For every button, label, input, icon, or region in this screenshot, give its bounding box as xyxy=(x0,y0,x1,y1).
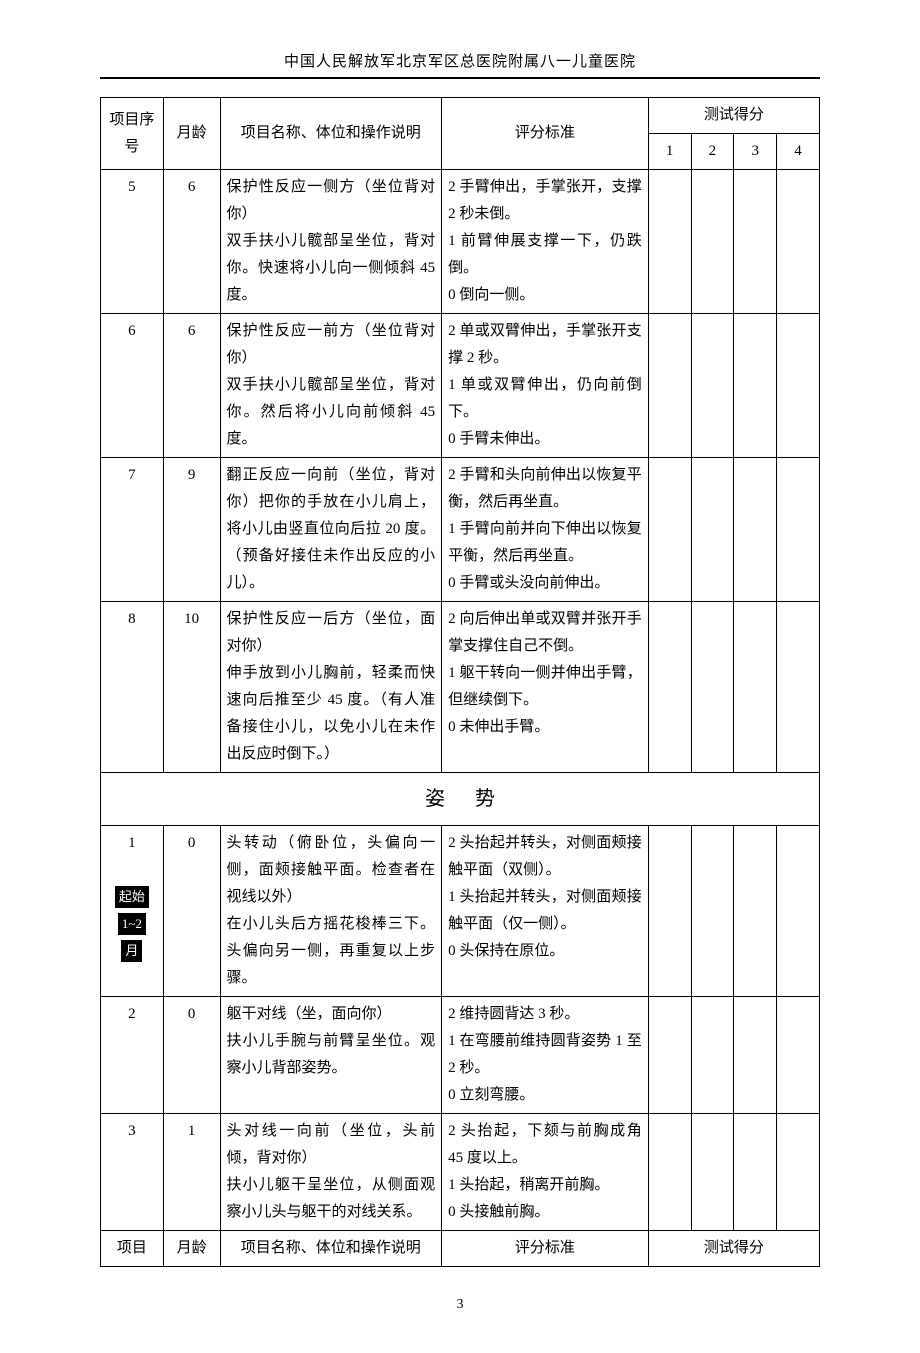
cell-criteria: 2 维持圆背达 3 秒。1 在弯腰前维持圆背姿势 1 至 2 秒。0 立刻弯腰。 xyxy=(442,997,649,1114)
table-header-row: 项目序号 月龄 项目名称、体位和操作说明 评分标准 测试得分 xyxy=(101,98,820,134)
cell-score[interactable] xyxy=(648,1114,691,1231)
cell-score[interactable] xyxy=(691,314,734,458)
cell-name: 头对线一向前（坐位，头前倾，背对你）扶小儿躯干呈坐位，从侧面观察小儿头与躯干的对… xyxy=(220,1114,442,1231)
cell-score[interactable] xyxy=(691,826,734,997)
table-footer-row: 项目 月龄 项目名称、体位和操作说明 评分标准 测试得分 xyxy=(101,1231,820,1267)
cell-score[interactable] xyxy=(777,1114,820,1231)
cell-score[interactable] xyxy=(691,997,734,1114)
cell-score[interactable] xyxy=(734,1114,777,1231)
score-col-4: 4 xyxy=(777,134,820,170)
table-row: 5 6 保护性反应一侧方（坐位背对你）双手扶小儿髋部呈坐位，背对你。快速将小儿向… xyxy=(101,170,820,314)
cell-score[interactable] xyxy=(777,458,820,602)
cell-criteria: 2 手臂和头向前伸出以恢复平衡，然后再坐直。1 手臂向前并向下伸出以恢复平衡，然… xyxy=(442,458,649,602)
cell-name: 保护性反应一后方（坐位，面对你）伸手放到小儿胸前，轻柔而快速向后推至少 45 度… xyxy=(220,602,442,773)
score-col-1: 1 xyxy=(648,134,691,170)
cell-score[interactable] xyxy=(691,458,734,602)
score-col-2: 2 xyxy=(691,134,734,170)
header-name: 项目名称、体位和操作说明 xyxy=(220,98,442,170)
cell-age: 6 xyxy=(163,314,220,458)
cell-no: 2 xyxy=(101,997,164,1114)
cell-score[interactable] xyxy=(648,997,691,1114)
cell-criteria: 2 头抬起，下颏与前胸成角 45 度以上。1 头抬起，稍离开前胸。0 头接触前胸… xyxy=(442,1114,649,1231)
cell-score[interactable] xyxy=(734,826,777,997)
cell-age: 6 xyxy=(163,170,220,314)
table-row: 1 起始 1~2 月 0 头转动（俯卧位，头偏向一侧，面颊接触平面。检查者在视线… xyxy=(101,826,820,997)
cell-no: 3 xyxy=(101,1114,164,1231)
footer-name: 项目名称、体位和操作说明 xyxy=(220,1231,442,1267)
cell-criteria: 2 头抬起并转头，对侧面颊接触平面（双侧）。1 头抬起并转头，对侧面颊接触平面（… xyxy=(442,826,649,997)
cell-name: 保护性反应一前方（坐位背对你）双手扶小儿髋部呈坐位，背对你。然后将小儿向前倾斜 … xyxy=(220,314,442,458)
cell-score[interactable] xyxy=(648,314,691,458)
cell-score[interactable] xyxy=(777,602,820,773)
cell-score[interactable] xyxy=(777,997,820,1114)
cell-age: 0 xyxy=(163,826,220,997)
cell-criteria: 2 向后伸出单或双臂并张开手掌支撑住自己不倒。1 躯干转向一侧并伸出手臂，但继续… xyxy=(442,602,649,773)
header-criteria: 评分标准 xyxy=(442,98,649,170)
cell-score[interactable] xyxy=(777,314,820,458)
row-number: 1 xyxy=(128,835,136,851)
cell-score[interactable] xyxy=(777,170,820,314)
footer-age: 月龄 xyxy=(163,1231,220,1267)
cell-name: 翻正反应一向前（坐位，背对你）把你的手放在小儿肩上，将小儿由竖直位向后拉 20 … xyxy=(220,458,442,602)
page-number: 3 xyxy=(100,1297,820,1313)
cell-score[interactable] xyxy=(648,170,691,314)
cell-age: 0 xyxy=(163,997,220,1114)
cell-age: 1 xyxy=(163,1114,220,1231)
table-row: 2 0 躯干对线（坐，面向你）扶小儿手腕与前臂呈坐位。观察小儿背部姿势。 2 维… xyxy=(101,997,820,1114)
cell-score[interactable] xyxy=(691,170,734,314)
assessment-table: 项目序号 月龄 项目名称、体位和操作说明 评分标准 测试得分 1 2 3 4 5… xyxy=(100,97,820,1267)
cell-score[interactable] xyxy=(734,997,777,1114)
cell-age: 10 xyxy=(163,602,220,773)
cell-no: 6 xyxy=(101,314,164,458)
cell-name: 头转动（俯卧位，头偏向一侧，面颊接触平面。检查者在视线以外）在小儿头后方摇花梭棒… xyxy=(220,826,442,997)
cell-age: 9 xyxy=(163,458,220,602)
cell-name: 躯干对线（坐，面向你）扶小儿手腕与前臂呈坐位。观察小儿背部姿势。 xyxy=(220,997,442,1114)
cell-criteria: 2 单或双臂伸出，手掌张开支撑 2 秒。1 单或双臂伸出，仍向前倒下。0 手臂未… xyxy=(442,314,649,458)
cell-score[interactable] xyxy=(734,602,777,773)
section-title: 姿势 xyxy=(101,773,820,826)
footer-criteria: 评分标准 xyxy=(442,1231,649,1267)
cell-score[interactable] xyxy=(734,314,777,458)
cell-score[interactable] xyxy=(691,1114,734,1231)
cell-score[interactable] xyxy=(691,602,734,773)
table-row: 3 1 头对线一向前（坐位，头前倾，背对你）扶小儿躯干呈坐位，从侧面观察小儿头与… xyxy=(101,1114,820,1231)
cell-name: 保护性反应一侧方（坐位背对你）双手扶小儿髋部呈坐位，背对你。快速将小儿向一侧倾斜… xyxy=(220,170,442,314)
cell-score[interactable] xyxy=(734,458,777,602)
cell-no: 5 xyxy=(101,170,164,314)
cell-score[interactable] xyxy=(648,458,691,602)
table-row: 8 10 保护性反应一后方（坐位，面对你）伸手放到小儿胸前，轻柔而快速向后推至少… xyxy=(101,602,820,773)
header-item-no: 项目序号 xyxy=(101,98,164,170)
table-row: 7 9 翻正反应一向前（坐位，背对你）把你的手放在小儿肩上，将小儿由竖直位向后拉… xyxy=(101,458,820,602)
cell-no: 1 起始 1~2 月 xyxy=(101,826,164,997)
cell-score[interactable] xyxy=(777,826,820,997)
cell-score[interactable] xyxy=(648,602,691,773)
cell-no: 8 xyxy=(101,602,164,773)
section-title-row: 姿势 xyxy=(101,773,820,826)
month-badge: 月 xyxy=(121,940,142,962)
cell-criteria: 2 手臂伸出，手掌张开，支撑 2 秒未倒。1 前臂伸展支撑一下，仍跌倒。0 倒向… xyxy=(442,170,649,314)
cell-score[interactable] xyxy=(648,826,691,997)
footer-item-no: 项目 xyxy=(101,1231,164,1267)
cell-no: 7 xyxy=(101,458,164,602)
header-score: 测试得分 xyxy=(648,98,819,134)
cell-score[interactable] xyxy=(734,170,777,314)
table-row: 6 6 保护性反应一前方（坐位背对你）双手扶小儿髋部呈坐位，背对你。然后将小儿向… xyxy=(101,314,820,458)
footer-score: 测试得分 xyxy=(648,1231,819,1267)
range-badge: 1~2 xyxy=(118,913,146,935)
header-age: 月龄 xyxy=(163,98,220,170)
start-badge: 起始 xyxy=(115,886,149,908)
score-col-3: 3 xyxy=(734,134,777,170)
document-header: 中国人民解放军北京军区总医院附属八一儿童医院 xyxy=(100,50,820,79)
